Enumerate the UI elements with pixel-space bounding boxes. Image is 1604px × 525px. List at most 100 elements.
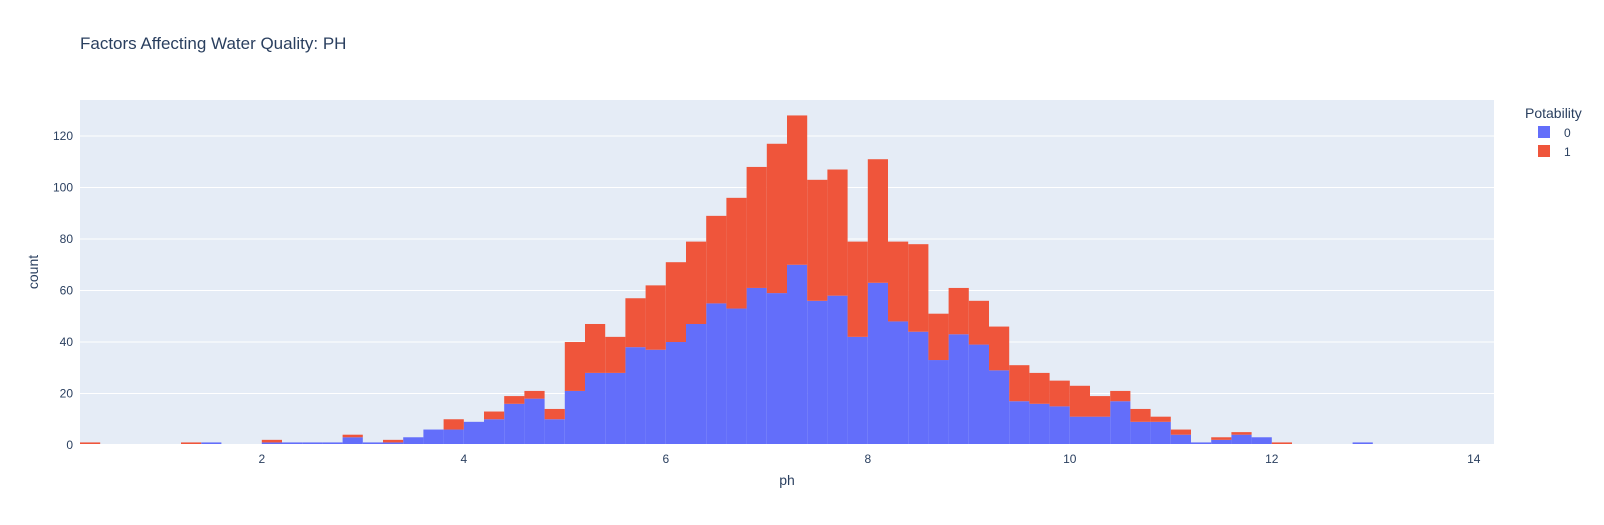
bar-series-1[interactable]	[888, 241, 909, 322]
bar-series-1[interactable]	[1110, 390, 1131, 402]
bar-series-0[interactable]	[342, 437, 363, 445]
bar-series-0[interactable]	[1211, 439, 1232, 445]
bar-series-1[interactable]	[1049, 380, 1070, 407]
bar-series-1[interactable]	[1029, 372, 1050, 404]
bar-series-1[interactable]	[261, 439, 282, 443]
bar-series-1[interactable]	[524, 390, 545, 399]
bar-series-1[interactable]	[342, 434, 363, 438]
bar-series-1[interactable]	[968, 300, 989, 345]
bar-series-1[interactable]	[181, 442, 202, 445]
bar-series-1[interactable]	[585, 323, 606, 373]
bar-series-1[interactable]	[1130, 408, 1151, 422]
bar-series-1[interactable]	[787, 115, 808, 265]
bar-series-0[interactable]	[201, 442, 222, 445]
bar-series-0[interactable]	[443, 429, 464, 445]
bar-series-1[interactable]	[665, 262, 686, 343]
bar-series-1[interactable]	[564, 342, 585, 391]
bar-series-0[interactable]	[564, 390, 585, 445]
bar-series-0[interactable]	[867, 282, 888, 445]
bar-series-0[interactable]	[908, 331, 929, 445]
bar-series-0[interactable]	[807, 300, 828, 445]
bar-series-1[interactable]	[867, 159, 888, 283]
bar-series-0[interactable]	[645, 349, 666, 445]
bar-series-0[interactable]	[968, 344, 989, 445]
bar-series-0[interactable]	[1029, 403, 1050, 445]
bar-series-1[interactable]	[605, 336, 626, 373]
bar-series-0[interactable]	[1069, 416, 1090, 445]
bar-series-1[interactable]	[1170, 429, 1191, 435]
bar-series-0[interactable]	[1130, 421, 1151, 445]
bar-series-0[interactable]	[1251, 437, 1272, 445]
bar-series-0[interactable]	[1150, 421, 1171, 445]
bar-series-1[interactable]	[928, 313, 949, 361]
bar-series-0[interactable]	[504, 403, 525, 445]
bar-series-0[interactable]	[1170, 434, 1191, 445]
bar-series-1[interactable]	[504, 396, 525, 404]
bar-series-1[interactable]	[746, 166, 767, 288]
legend-item-0[interactable]: 0	[1538, 126, 1571, 140]
bar-series-1[interactable]	[544, 408, 565, 420]
bar-series-0[interactable]	[665, 342, 686, 445]
bar-series-1[interactable]	[686, 241, 707, 324]
bar-series-0[interactable]	[1009, 401, 1030, 445]
bar-series-0[interactable]	[1090, 416, 1111, 445]
bar-series-0[interactable]	[403, 437, 424, 445]
bar-series-1[interactable]	[989, 326, 1010, 371]
bar-series-0[interactable]	[544, 419, 565, 445]
bar-series-1[interactable]	[383, 439, 404, 443]
bar-series-0[interactable]	[605, 372, 626, 445]
bar-series-1[interactable]	[1271, 442, 1292, 445]
bar-series-0[interactable]	[686, 323, 707, 445]
chart-title: Factors Affecting Water Quality: PH	[80, 34, 346, 53]
bar-series-0[interactable]	[766, 293, 787, 445]
bar-series-1[interactable]	[1211, 437, 1232, 440]
bar-series-0[interactable]	[726, 308, 747, 445]
bar-series-0[interactable]	[1352, 442, 1373, 445]
bar-series-1[interactable]	[625, 298, 646, 348]
bar-series-0[interactable]	[746, 287, 767, 445]
bar-series-1[interactable]	[726, 197, 747, 309]
bar-series-0[interactable]	[282, 442, 303, 445]
bar-series-0[interactable]	[625, 347, 646, 445]
bar-series-0[interactable]	[1049, 406, 1070, 445]
bar-series-1[interactable]	[948, 287, 969, 335]
bar-series-0[interactable]	[928, 360, 949, 445]
bar-series-1[interactable]	[706, 215, 727, 304]
bar-series-1[interactable]	[1150, 416, 1171, 422]
bar-series-0[interactable]	[989, 370, 1010, 445]
bar-series-0[interactable]	[787, 264, 808, 445]
bar-series-1[interactable]	[645, 285, 666, 350]
bar-series-1[interactable]	[1069, 385, 1090, 417]
bar-series-1[interactable]	[827, 169, 848, 296]
bar-series-0[interactable]	[302, 442, 323, 445]
bar-series-0[interactable]	[484, 419, 505, 445]
bar-series-0[interactable]	[585, 372, 606, 445]
bar-series-0[interactable]	[362, 442, 383, 445]
bar-series-0[interactable]	[948, 334, 969, 445]
bar-series-0[interactable]	[524, 398, 545, 445]
bar-series-1[interactable]	[908, 244, 929, 332]
bar-series-1[interactable]	[484, 411, 505, 420]
bar-series-1[interactable]	[80, 442, 101, 445]
bar-series-0[interactable]	[1110, 401, 1131, 445]
bar-series-0[interactable]	[322, 442, 343, 445]
bar-series-1[interactable]	[1231, 432, 1252, 435]
bar-series-0[interactable]	[423, 429, 444, 445]
bar-series-0[interactable]	[888, 321, 909, 445]
bar-series-1[interactable]	[766, 143, 787, 294]
bar-series-1[interactable]	[1009, 365, 1030, 402]
bar-series-0[interactable]	[1191, 442, 1212, 445]
bar-series-1[interactable]	[1090, 396, 1111, 417]
bar-series-0[interactable]	[827, 295, 848, 445]
bar-series-0[interactable]	[261, 442, 282, 445]
legend-item-1[interactable]: 1	[1538, 145, 1571, 159]
bar-series-1[interactable]	[807, 179, 828, 301]
bar-series-0[interactable]	[847, 336, 868, 445]
bar-series-1[interactable]	[847, 241, 868, 337]
bar-series-0[interactable]	[1231, 434, 1252, 445]
bar-series-0[interactable]	[706, 303, 727, 445]
bar-series-0[interactable]	[463, 421, 484, 445]
bar-series-1[interactable]	[443, 419, 464, 430]
x-tick-label: 8	[864, 452, 871, 466]
bar-series-0[interactable]	[383, 442, 404, 445]
